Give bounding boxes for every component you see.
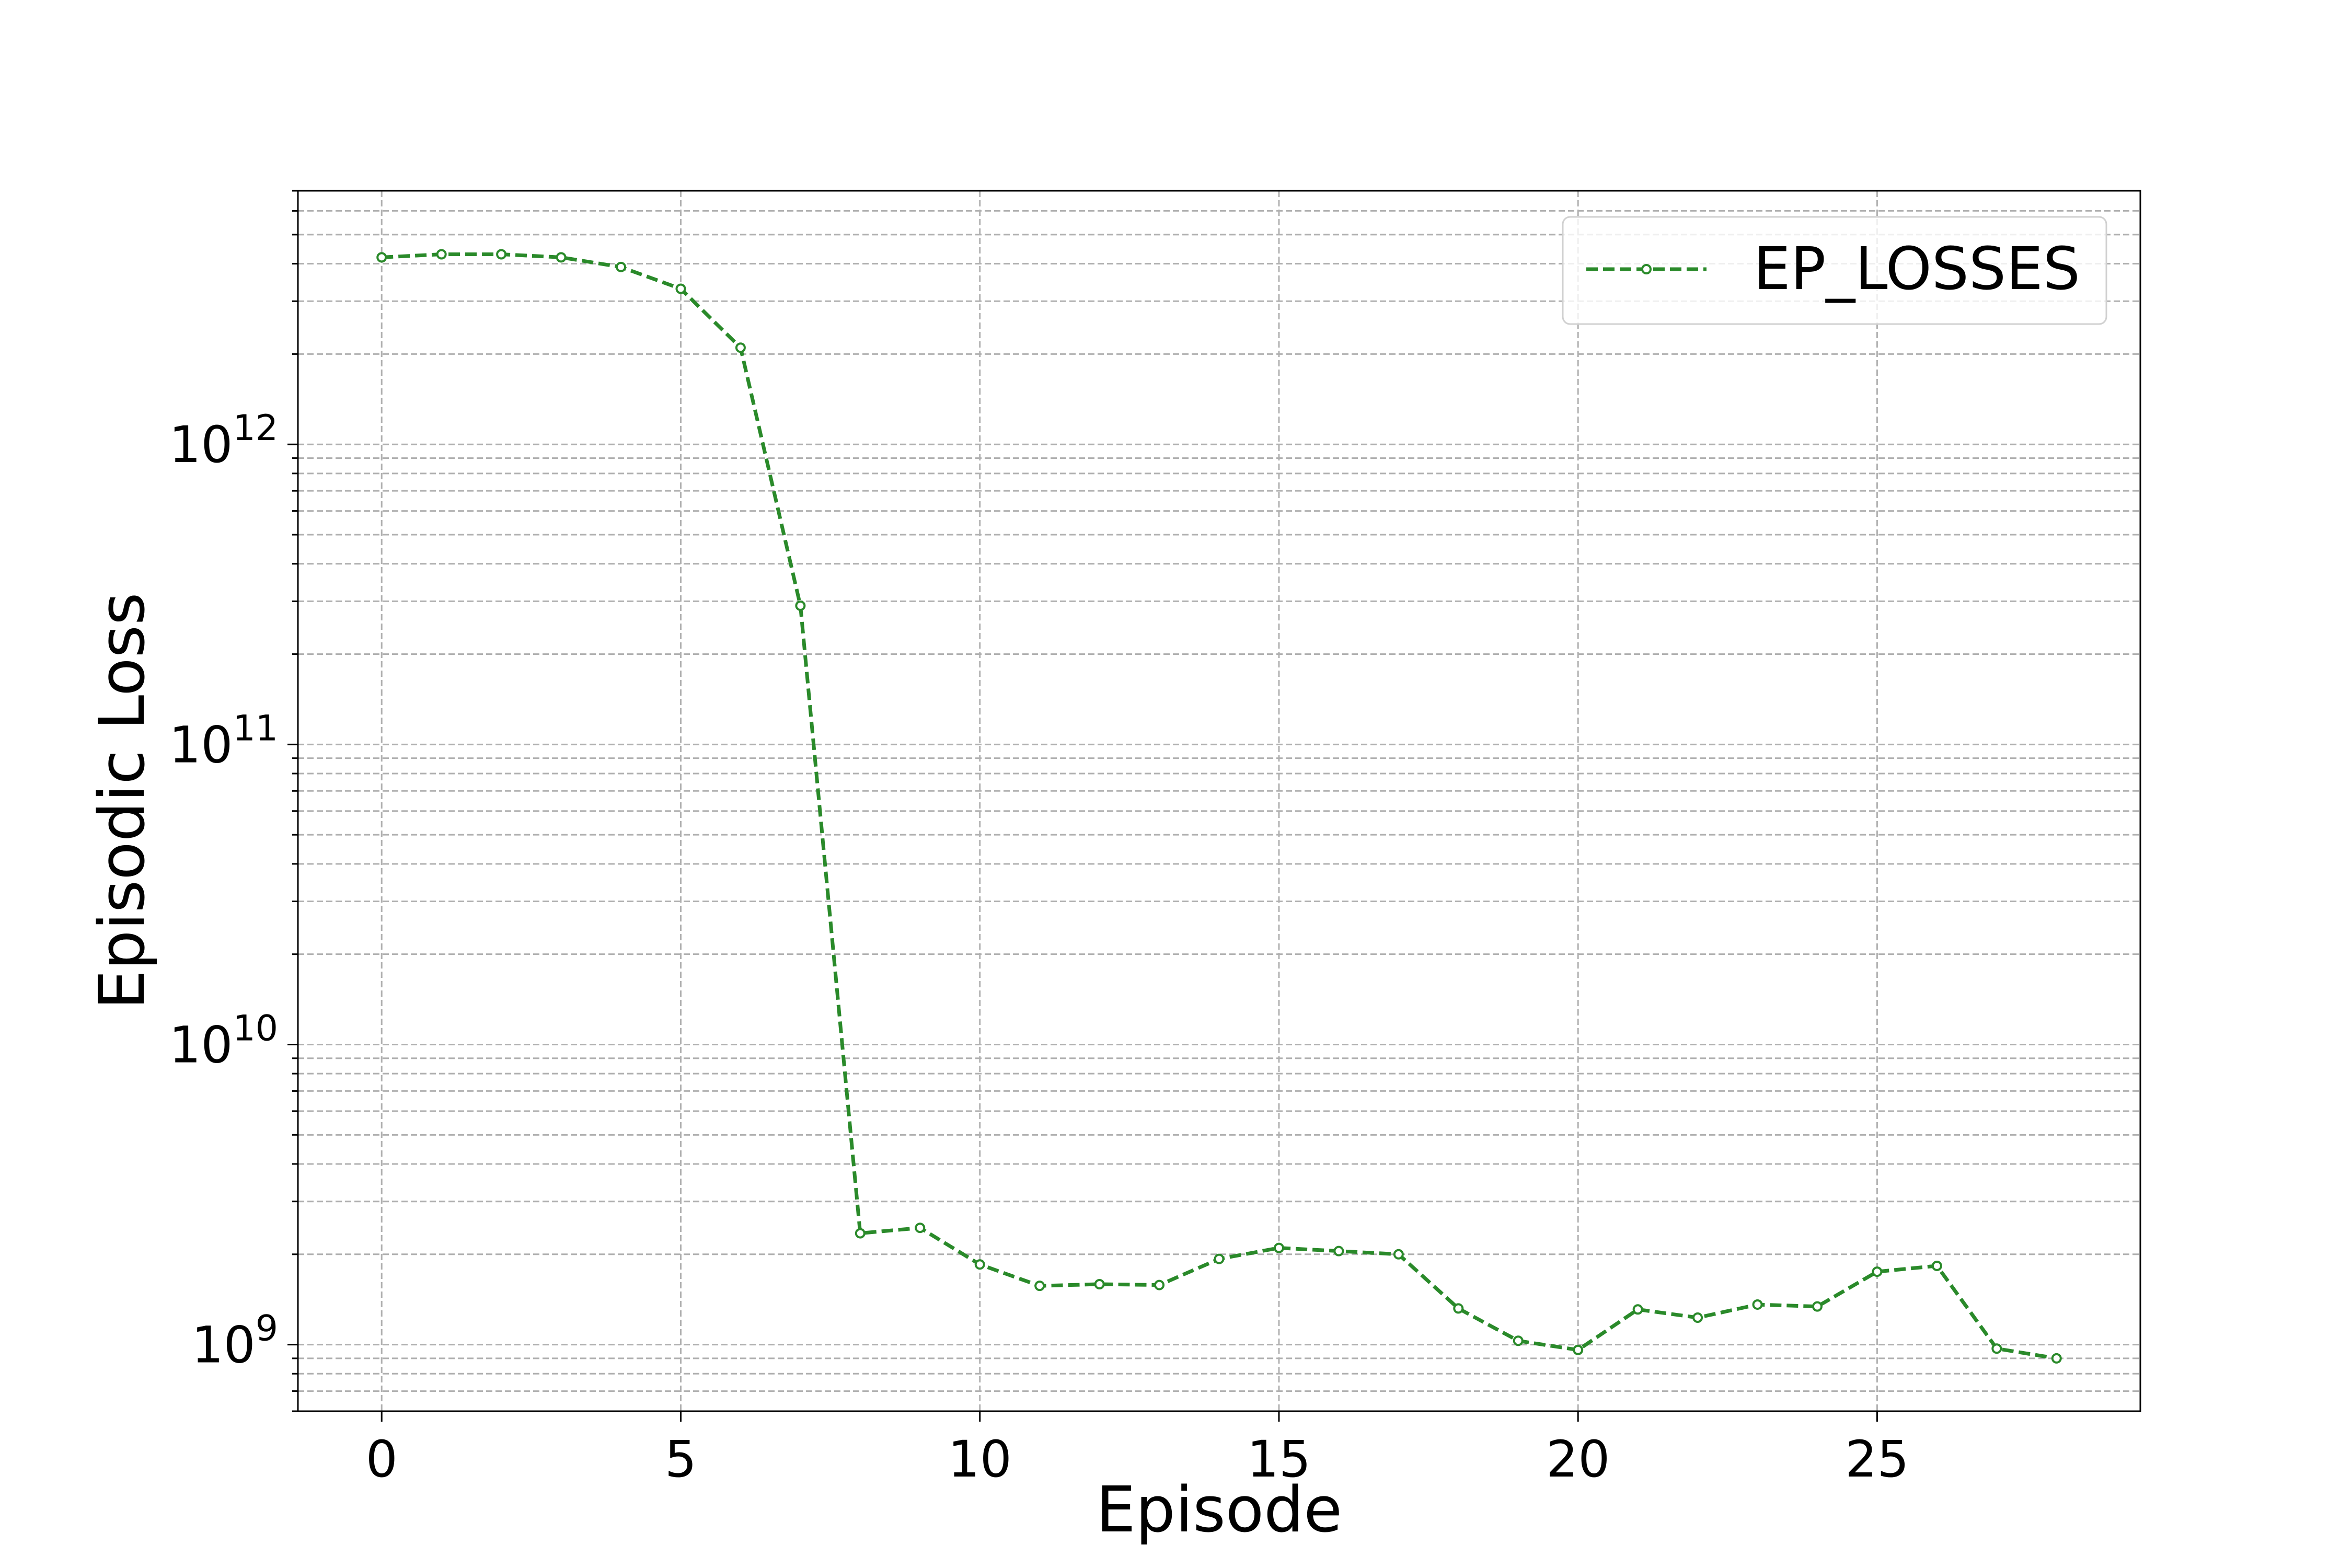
data-point (1453, 1303, 1464, 1314)
data-point (1273, 1242, 1284, 1253)
data-point (1692, 1312, 1703, 1323)
ticks: 0 5 10 15 20 25 109 1010 1011 1012 (169, 190, 1909, 1489)
data-point (1393, 1249, 1404, 1260)
data-point (1333, 1246, 1344, 1256)
data-point (1812, 1301, 1823, 1312)
x-tick-label: 25 (1845, 1430, 1909, 1489)
x-axis-title: Episode (1096, 1474, 1342, 1547)
y-axis-title: Episodic Loss (86, 592, 159, 1009)
data-point (1632, 1304, 1643, 1315)
legend-box (1562, 216, 2107, 325)
data-point (436, 249, 447, 260)
y-tick-label: 109 (192, 1308, 278, 1375)
x-tick-label: 20 (1546, 1430, 1610, 1489)
x-tick-label: 15 (1247, 1430, 1311, 1489)
data-point (1214, 1253, 1225, 1264)
x-tick-label: 5 (665, 1430, 697, 1489)
legend: EP_LOSSES (1562, 216, 2107, 325)
y-tick-label: 1011 (169, 708, 278, 774)
grid (298, 190, 2140, 1412)
data-point (1931, 1260, 1942, 1271)
x-tick-label: 10 (948, 1430, 1012, 1489)
plot-frame (297, 190, 2141, 1412)
data-point (1752, 1299, 1763, 1310)
x-tick-label: 0 (366, 1430, 398, 1489)
data-point (675, 283, 686, 294)
data-point (1991, 1343, 2002, 1354)
y-tick-label: 1010 (169, 1008, 278, 1074)
data-point (1573, 1344, 1584, 1355)
data-point (1872, 1266, 1883, 1277)
data-point (974, 1259, 985, 1270)
data-point (1094, 1278, 1105, 1289)
data-point (855, 1228, 866, 1239)
legend-marker-sample (1641, 264, 1652, 274)
data-point (1154, 1279, 1165, 1290)
data-point (376, 252, 387, 263)
series-layer (376, 249, 2062, 1364)
data-point (556, 252, 567, 263)
y-tick-label: 1012 (169, 408, 278, 474)
data-point (735, 342, 746, 353)
data-point (1513, 1335, 1524, 1346)
legend-label: EP_LOSSES (1754, 235, 2080, 303)
data-point (1034, 1281, 1045, 1292)
data-point (2051, 1353, 2062, 1364)
data-point (915, 1223, 926, 1233)
data-point (496, 249, 507, 260)
data-point (616, 261, 627, 272)
data-point (795, 600, 806, 611)
